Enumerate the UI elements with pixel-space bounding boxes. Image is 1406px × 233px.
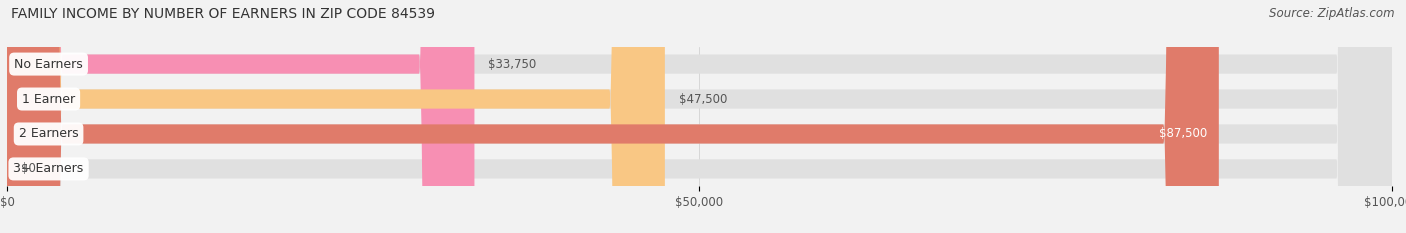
- Text: $0: $0: [21, 162, 35, 175]
- Text: $47,500: $47,500: [679, 93, 727, 106]
- Text: $87,500: $87,500: [1160, 127, 1208, 140]
- Text: 3+ Earners: 3+ Earners: [14, 162, 84, 175]
- FancyBboxPatch shape: [7, 0, 665, 233]
- Text: Source: ZipAtlas.com: Source: ZipAtlas.com: [1270, 7, 1395, 20]
- FancyBboxPatch shape: [7, 0, 1219, 233]
- FancyBboxPatch shape: [7, 0, 474, 233]
- FancyBboxPatch shape: [7, 0, 1392, 233]
- FancyBboxPatch shape: [7, 0, 1392, 233]
- FancyBboxPatch shape: [7, 0, 1392, 233]
- Text: 2 Earners: 2 Earners: [18, 127, 79, 140]
- Text: No Earners: No Earners: [14, 58, 83, 71]
- FancyBboxPatch shape: [7, 0, 1392, 233]
- Text: FAMILY INCOME BY NUMBER OF EARNERS IN ZIP CODE 84539: FAMILY INCOME BY NUMBER OF EARNERS IN ZI…: [11, 7, 436, 21]
- Text: 1 Earner: 1 Earner: [22, 93, 75, 106]
- Text: $33,750: $33,750: [488, 58, 537, 71]
